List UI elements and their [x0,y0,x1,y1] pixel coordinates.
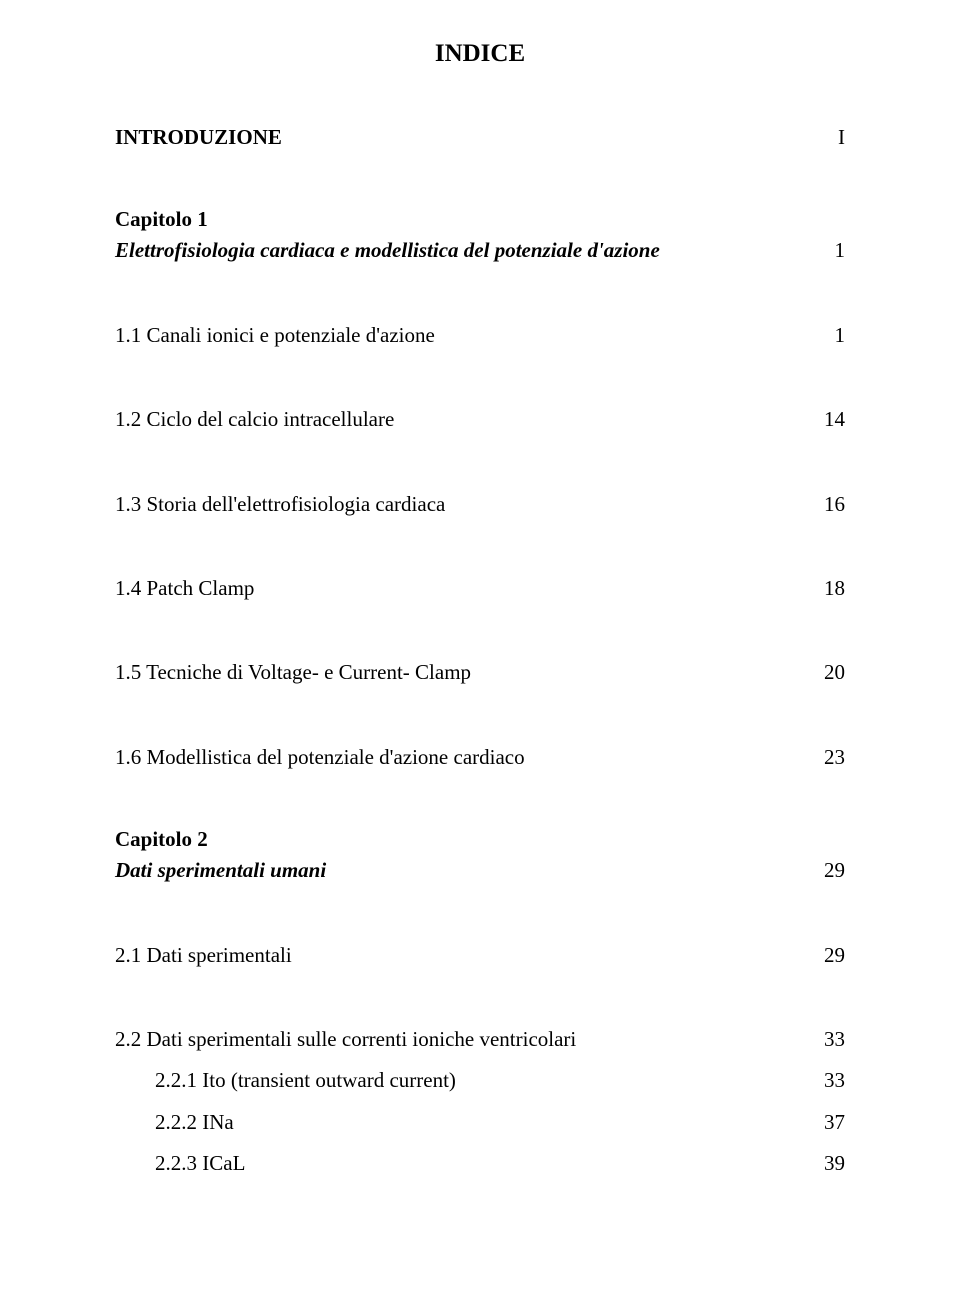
toc-subentry: 2.2.2 INa 37 [115,1108,845,1137]
entry-page: 29 [815,941,845,970]
doc-title: INDICE [115,40,845,68]
toc-entry: 1.5 Tecniche di Voltage- e Current- Clam… [115,658,845,687]
entry-page: 20 [815,658,845,687]
entry-label: 1.4 Patch Clamp [115,574,815,603]
entry-page: I [815,123,845,152]
entry-page: 23 [815,743,845,772]
entry-page: 33 [815,1066,845,1095]
chapter-2-heading: Capitolo 2 [115,827,845,852]
entry-page: 29 [815,856,845,885]
toc-entry: 1.1 Canali ionici e potenziale d'azione … [115,321,845,350]
entry-page: 37 [815,1108,845,1137]
toc-entry-introduzione: INTRODUZIONE I [115,123,845,152]
entry-label: 2.2.3 ICaL [115,1149,815,1178]
entry-label: 2.2 Dati sperimentali sulle correnti ion… [115,1025,815,1054]
toc-subentry: 2.2.1 Ito (transient outward current) 33 [115,1066,845,1095]
entry-label: 1.2 Ciclo del calcio intracellulare [115,405,815,434]
entry-page: 16 [815,490,845,519]
toc-entry: 1.6 Modellistica del potenziale d'azione… [115,743,845,772]
entry-page: 39 [815,1149,845,1178]
entry-label: 2.1 Dati sperimentali [115,941,815,970]
entry-page: 14 [815,405,845,434]
entry-label: Elettrofisiologia cardiaca e modellistic… [115,236,815,265]
entry-label: 1.5 Tecniche di Voltage- e Current- Clam… [115,658,815,687]
chapter-1-heading: Capitolo 1 [115,207,845,232]
entry-label: INTRODUZIONE [115,123,815,152]
chapter-2-title-row: Dati sperimentali umani 29 [115,856,845,885]
toc-subentry: 2.2.3 ICaL 39 [115,1149,845,1178]
toc-entry: 2.1 Dati sperimentali 29 [115,941,845,970]
entry-label: 1.6 Modellistica del potenziale d'azione… [115,743,815,772]
entry-page: 1 [815,236,845,265]
chapter-1-title-row: Elettrofisiologia cardiaca e modellistic… [115,236,845,265]
entry-label: 2.2.1 Ito (transient outward current) [115,1066,815,1095]
entry-label: 2.2.2 INa [115,1108,815,1137]
entry-page: 18 [815,574,845,603]
toc-entry: 1.4 Patch Clamp 18 [115,574,845,603]
toc-entry: 1.2 Ciclo del calcio intracellulare 14 [115,405,845,434]
entry-label: Dati sperimentali umani [115,856,815,885]
entry-page: 1 [815,321,845,350]
entry-label: 1.3 Storia dell'elettrofisiologia cardia… [115,490,815,519]
entry-label: 1.1 Canali ionici e potenziale d'azione [115,321,815,350]
toc-entry: 2.2 Dati sperimentali sulle correnti ion… [115,1025,845,1054]
entry-page: 33 [815,1025,845,1054]
toc-entry: 1.3 Storia dell'elettrofisiologia cardia… [115,490,845,519]
